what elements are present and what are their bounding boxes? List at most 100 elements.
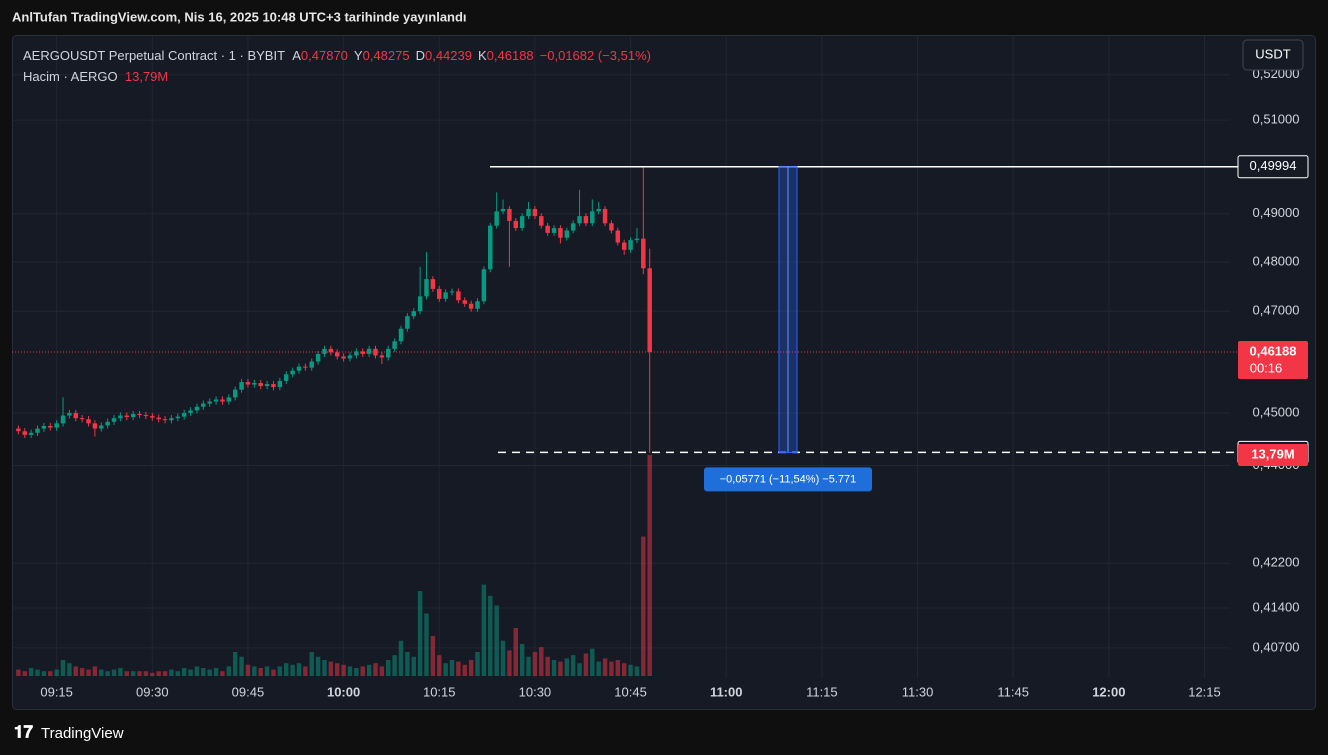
volume-bar <box>277 666 283 676</box>
candle-body <box>462 300 467 304</box>
volume-bar <box>386 659 391 676</box>
candle-body <box>79 418 85 420</box>
volume-bar <box>150 672 155 676</box>
volume-bar <box>296 663 302 676</box>
candle-body <box>143 415 149 417</box>
volume-bar <box>437 655 442 676</box>
candle-body <box>252 382 257 385</box>
brand: TradingView <box>41 725 124 742</box>
volume-bar <box>258 667 263 676</box>
y-tick-label: 0,48000 <box>1253 253 1300 268</box>
x-tick-label: 10:45 <box>614 684 647 699</box>
volume-bar <box>118 667 123 676</box>
chart-frame <box>12 35 1316 710</box>
candle-body <box>309 361 314 368</box>
candle-body <box>73 412 79 419</box>
candle-body <box>590 211 595 224</box>
candle-body <box>545 225 550 233</box>
candle-body <box>628 240 633 250</box>
level-label: 0,49994 <box>1250 158 1297 173</box>
candle-body <box>570 223 576 231</box>
candle-body <box>239 381 244 390</box>
ohlc-value: 0,47870 <box>300 48 348 63</box>
candle-body <box>468 303 474 309</box>
volume-bar <box>124 671 130 676</box>
volume-bar <box>220 671 225 676</box>
volume-bar <box>60 659 66 676</box>
candle-body <box>481 269 487 302</box>
volume-bar <box>315 656 321 676</box>
candle-body <box>392 341 397 349</box>
volume-bar <box>405 651 410 676</box>
volume-label: Hacim · AERGO <box>23 69 118 84</box>
volume-bar <box>156 671 161 676</box>
volume-bar <box>54 669 59 676</box>
volume-bar <box>526 656 531 676</box>
candle-body <box>54 423 59 428</box>
candle-body <box>551 228 557 233</box>
volume-bar <box>232 651 238 676</box>
candle-body <box>417 296 423 312</box>
volume-bar <box>347 666 353 676</box>
volume-bar <box>545 656 550 676</box>
volume-bar <box>475 651 480 676</box>
candle-body <box>513 220 519 229</box>
volume-bar <box>86 669 91 676</box>
volume-row: Hacim · AERGO 13,79M <box>23 66 657 87</box>
candle-body <box>188 410 193 413</box>
volume-bar <box>647 455 652 676</box>
currency-button[interactable] <box>1242 39 1304 71</box>
volume-bar <box>41 671 47 676</box>
candle-body <box>105 421 110 426</box>
volume-bar <box>328 661 334 676</box>
volume-bar <box>341 664 346 676</box>
volume-bar <box>245 664 251 676</box>
candle-body <box>443 292 448 299</box>
candle-body <box>207 401 212 404</box>
candle-body <box>296 366 302 371</box>
volume-bar <box>334 663 340 676</box>
candle-body <box>315 353 321 362</box>
volume-bar <box>137 671 142 676</box>
volume-bar <box>264 666 270 676</box>
volume-bar <box>558 661 563 676</box>
candle-body <box>264 384 270 387</box>
candle-body <box>424 279 429 297</box>
candle-body <box>347 355 353 359</box>
x-tick-label: 09:15 <box>40 684 73 699</box>
candle-body <box>647 268 652 352</box>
change: −0,01682 (−3,51%) <box>539 48 651 63</box>
ohlc-value: 0,46188 <box>486 48 534 63</box>
x-tick-label: 11:15 <box>806 684 838 699</box>
candle-body <box>271 384 276 388</box>
y-tick-label: 0,42200 <box>1253 555 1300 570</box>
volume-bar <box>271 669 276 676</box>
volume-bar <box>290 664 295 676</box>
x-tick-label: 09:30 <box>136 684 169 699</box>
x-tick-label: 11:00 <box>710 684 743 699</box>
volume-bar <box>143 671 149 676</box>
candle-body <box>449 291 455 293</box>
candle-body <box>341 356 346 359</box>
candle-body <box>379 355 385 358</box>
candle-body <box>41 425 47 429</box>
volume-bar <box>577 663 582 676</box>
volume-bar <box>456 661 461 676</box>
candle-body <box>398 328 404 342</box>
candle-body <box>577 216 582 224</box>
countdown: 00:16 <box>1250 360 1283 375</box>
volume-value: 13,79M <box>124 69 169 84</box>
measure-label: −0,05771 (−11,54%) −5.771 <box>720 473 857 485</box>
candle-body <box>162 419 168 421</box>
candle-body <box>641 238 646 269</box>
candle-body <box>156 417 161 420</box>
volume-bar <box>417 591 423 676</box>
x-tick-label: 10:00 <box>327 684 360 699</box>
volume-bar <box>500 640 506 676</box>
candle-body <box>169 418 174 421</box>
candle-body <box>181 412 187 417</box>
x-tick-label: 12:00 <box>1092 684 1125 699</box>
candle-body <box>360 351 365 354</box>
y-tick-label: 0,49000 <box>1253 205 1300 220</box>
volume-bar <box>303 666 308 676</box>
